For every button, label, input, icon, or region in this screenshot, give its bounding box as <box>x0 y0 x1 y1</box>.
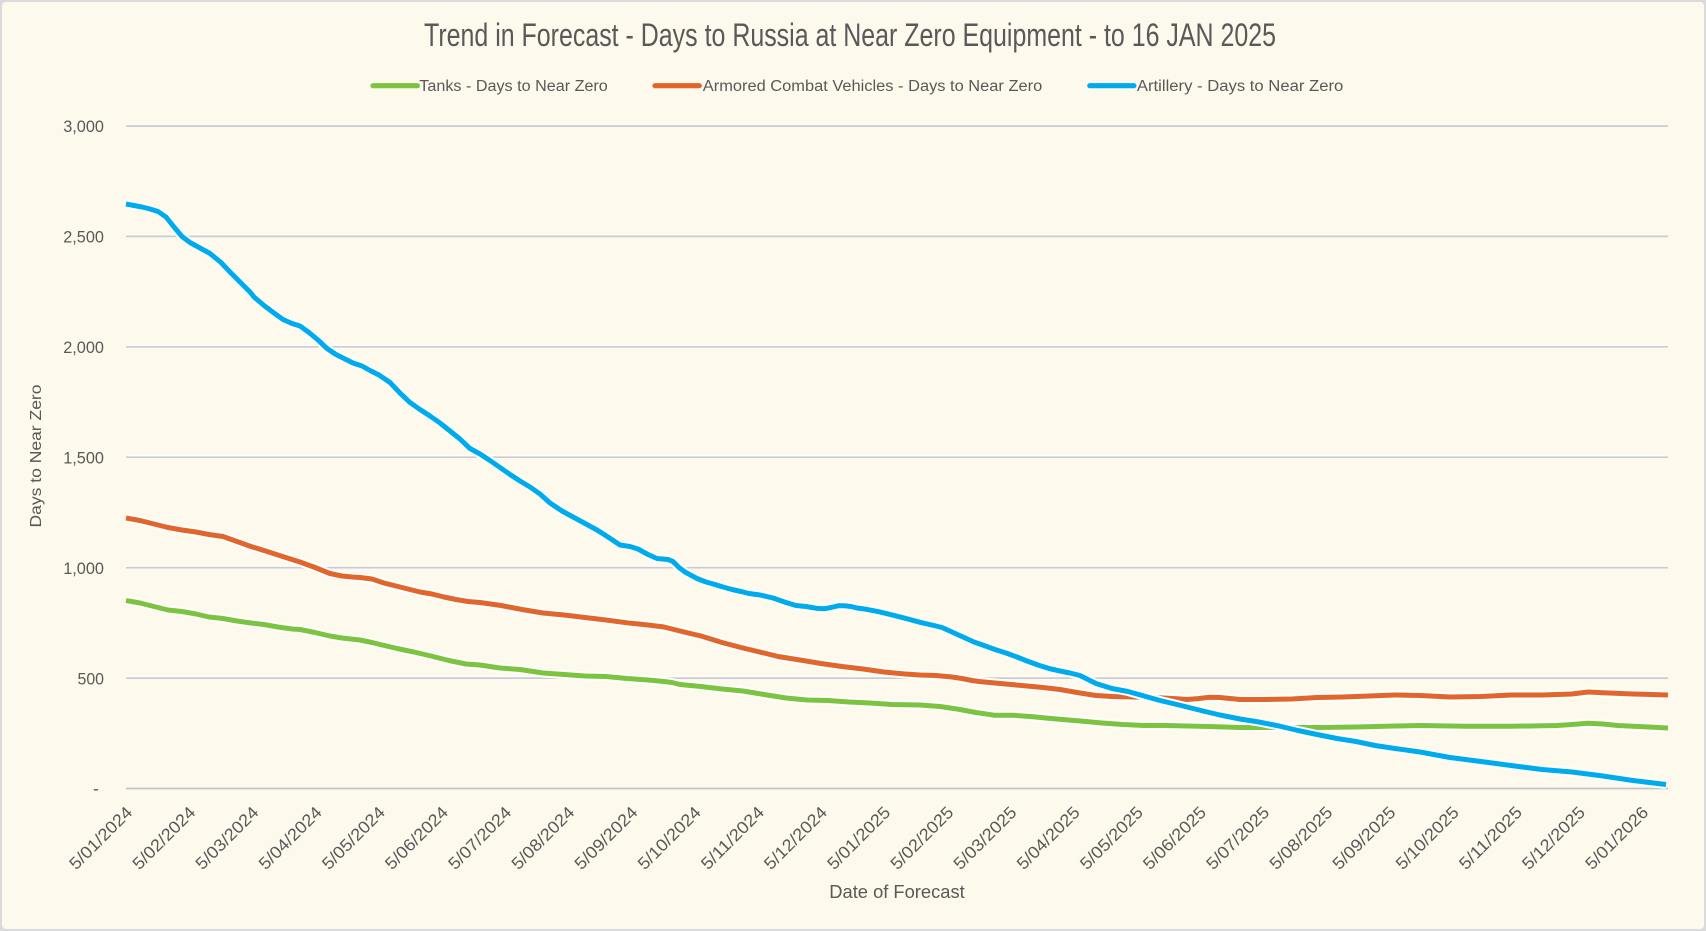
svg-text:Artillery - Days to Near Zero: Artillery - Days to Near Zero <box>1137 78 1343 95</box>
svg-text:2,500: 2,500 <box>63 228 104 247</box>
svg-text:Trend in Forecast - Days to Ru: Trend in Forecast - Days to Russia at Ne… <box>424 17 1276 53</box>
svg-text:1,000: 1,000 <box>63 559 104 578</box>
svg-text:500: 500 <box>78 669 105 688</box>
svg-text:Tanks - Days to Near Zero: Tanks - Days to Near Zero <box>419 78 608 95</box>
svg-text:Armored Combat Vehicles - Days: Armored Combat Vehicles - Days to Near Z… <box>703 78 1042 95</box>
svg-text:2,000: 2,000 <box>63 338 104 357</box>
svg-text:Date of Forecast: Date of Forecast <box>829 881 964 902</box>
svg-text:3,000: 3,000 <box>63 117 104 136</box>
svg-text:Days to Near Zero: Days to Near Zero <box>28 384 45 527</box>
svg-text:1,500: 1,500 <box>63 448 104 467</box>
